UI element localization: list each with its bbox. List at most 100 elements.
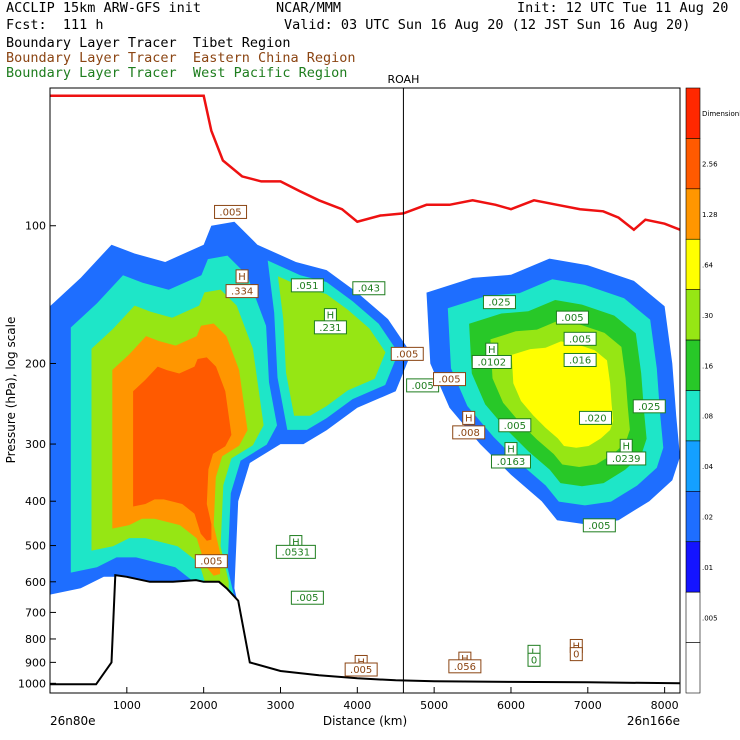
contour-label: .0531 <box>282 547 311 558</box>
contour-label-box <box>563 331 597 346</box>
contour-label: 0 <box>531 655 537 666</box>
contour-label-box <box>452 425 486 440</box>
colorbar-swatch <box>685 642 701 694</box>
y-tick-label: 500 <box>25 540 46 553</box>
contour-label-box <box>606 451 647 466</box>
x-left-label: 26n80e <box>50 714 96 728</box>
contour-label-box <box>578 410 612 425</box>
tracer-fill-layer <box>50 221 680 681</box>
contour-label: .016 <box>569 355 591 366</box>
contour-label-box <box>448 659 482 674</box>
x-tick-label: 6000 <box>497 699 525 712</box>
colorbar-swatch <box>685 87 701 139</box>
contour-label: .025 <box>638 402 660 413</box>
colorbar-label: .16 <box>702 362 714 370</box>
colorbar-label: .02 <box>702 514 713 522</box>
contour-label: H <box>573 641 581 652</box>
contour-label-box <box>498 418 532 433</box>
contour-label-box <box>235 269 249 284</box>
colorbar-swatch <box>685 289 701 341</box>
x-tick-label: 8000 <box>651 699 679 712</box>
contour-label: H <box>488 345 496 356</box>
y-tick-label: 700 <box>25 606 46 619</box>
x-tick-label: 7000 <box>574 699 602 712</box>
contour-label: .005 <box>200 557 222 568</box>
y-tick-label: 600 <box>25 576 46 589</box>
contour-label-box <box>290 278 324 293</box>
colorbar-label: .005 <box>702 614 718 622</box>
colorbar-label: .08 <box>702 413 713 421</box>
contour-label-box <box>563 352 597 367</box>
contour-label-box <box>225 284 259 299</box>
colorbar-swatch <box>685 188 701 240</box>
contour-label-box <box>344 662 378 677</box>
colorbar: Dimensionless 2.56 1.28 .64 .30 .16 .08 .04 .02.… <box>685 87 740 694</box>
contour-label: .025 <box>488 298 510 309</box>
contour-label-box <box>433 372 467 387</box>
contour-label: .008 <box>458 428 480 439</box>
contour-label: .005 <box>411 381 433 392</box>
contour-label: .005 <box>588 521 610 532</box>
colorbar-swatch <box>685 491 701 543</box>
contour-label: .0239 <box>612 454 641 465</box>
y-axis-label: Pressure (hPa), log scale <box>4 317 18 464</box>
line-layer <box>50 88 680 693</box>
contour-label-box <box>462 410 476 425</box>
x-tick-label: 2000 <box>190 699 218 712</box>
colorbar-swatch <box>685 541 701 593</box>
contour-label: H <box>327 311 335 322</box>
y-tick-label: 900 <box>25 656 46 669</box>
contour-label-box <box>527 652 541 667</box>
x-tick-label: 3000 <box>266 699 294 712</box>
contour-label-box <box>194 554 228 569</box>
terrain-layer <box>50 573 680 693</box>
x-axis-label: Distance (km) <box>323 714 407 728</box>
contour-label-box <box>582 518 616 533</box>
contour-label: .0102 <box>477 357 506 368</box>
colorbar-swatch <box>685 138 701 190</box>
contour-label: H <box>622 441 630 452</box>
colorbar-label: .01 <box>702 564 713 572</box>
colorbar-swatch <box>685 591 701 643</box>
colorbar-label: 1.28 <box>702 211 718 219</box>
colorbar-swatch <box>685 440 701 492</box>
contour-label: H <box>238 272 246 283</box>
legend-west-pacific: Boundary Layer Tracer West Pacific Regio… <box>6 65 348 81</box>
contour-label: .005 <box>219 207 241 218</box>
y-tick-label: 100 <box>25 220 46 233</box>
contour-label-box <box>482 295 516 310</box>
contour-label: .005 <box>396 349 418 360</box>
ec-outflow-level <box>277 276 386 416</box>
contour-label: .005 <box>561 313 583 324</box>
contour-label: H <box>507 445 515 456</box>
contour-label: .005 <box>296 593 318 604</box>
colorbar-swatch <box>685 238 701 290</box>
plot-frame <box>49 87 681 694</box>
terrain-mask <box>50 575 680 693</box>
colorbar-swatch <box>685 390 701 442</box>
legend-tibet: Boundary Layer Tracer Tibet Region <box>6 35 291 51</box>
contour-label-box <box>390 346 424 361</box>
contour-label-box <box>569 647 583 662</box>
colorbar-label: Dimensionless <box>702 110 740 118</box>
org-label: NCAR/MMM <box>276 0 342 16</box>
colorbar-label: .04 <box>702 463 714 471</box>
colorbar-label: .64 <box>702 261 714 269</box>
model-title: ACCLIP 15km ARW-GFS init <box>6 0 202 16</box>
axis-layer: 1000 2000 3000 4000 5000 6000 7000 800010020030… <box>18 220 679 712</box>
colorbar-swatch <box>685 339 701 391</box>
terrain-line <box>50 573 680 686</box>
contour-label-box <box>313 320 347 335</box>
contour-label: .005 <box>438 375 460 386</box>
y-tick-label: 400 <box>25 495 46 508</box>
contour-label-box <box>471 354 512 369</box>
contour-label: .043 <box>358 284 380 295</box>
contour-label: .0163 <box>497 457 526 468</box>
x-right-label: 26n166e <box>627 714 680 728</box>
x-tick-label: 5000 <box>420 699 448 712</box>
contour-label-box <box>490 454 531 469</box>
contour-label: .005 <box>350 665 372 676</box>
contour-label: .334 <box>231 287 253 298</box>
y-tick-label: 800 <box>25 633 46 646</box>
